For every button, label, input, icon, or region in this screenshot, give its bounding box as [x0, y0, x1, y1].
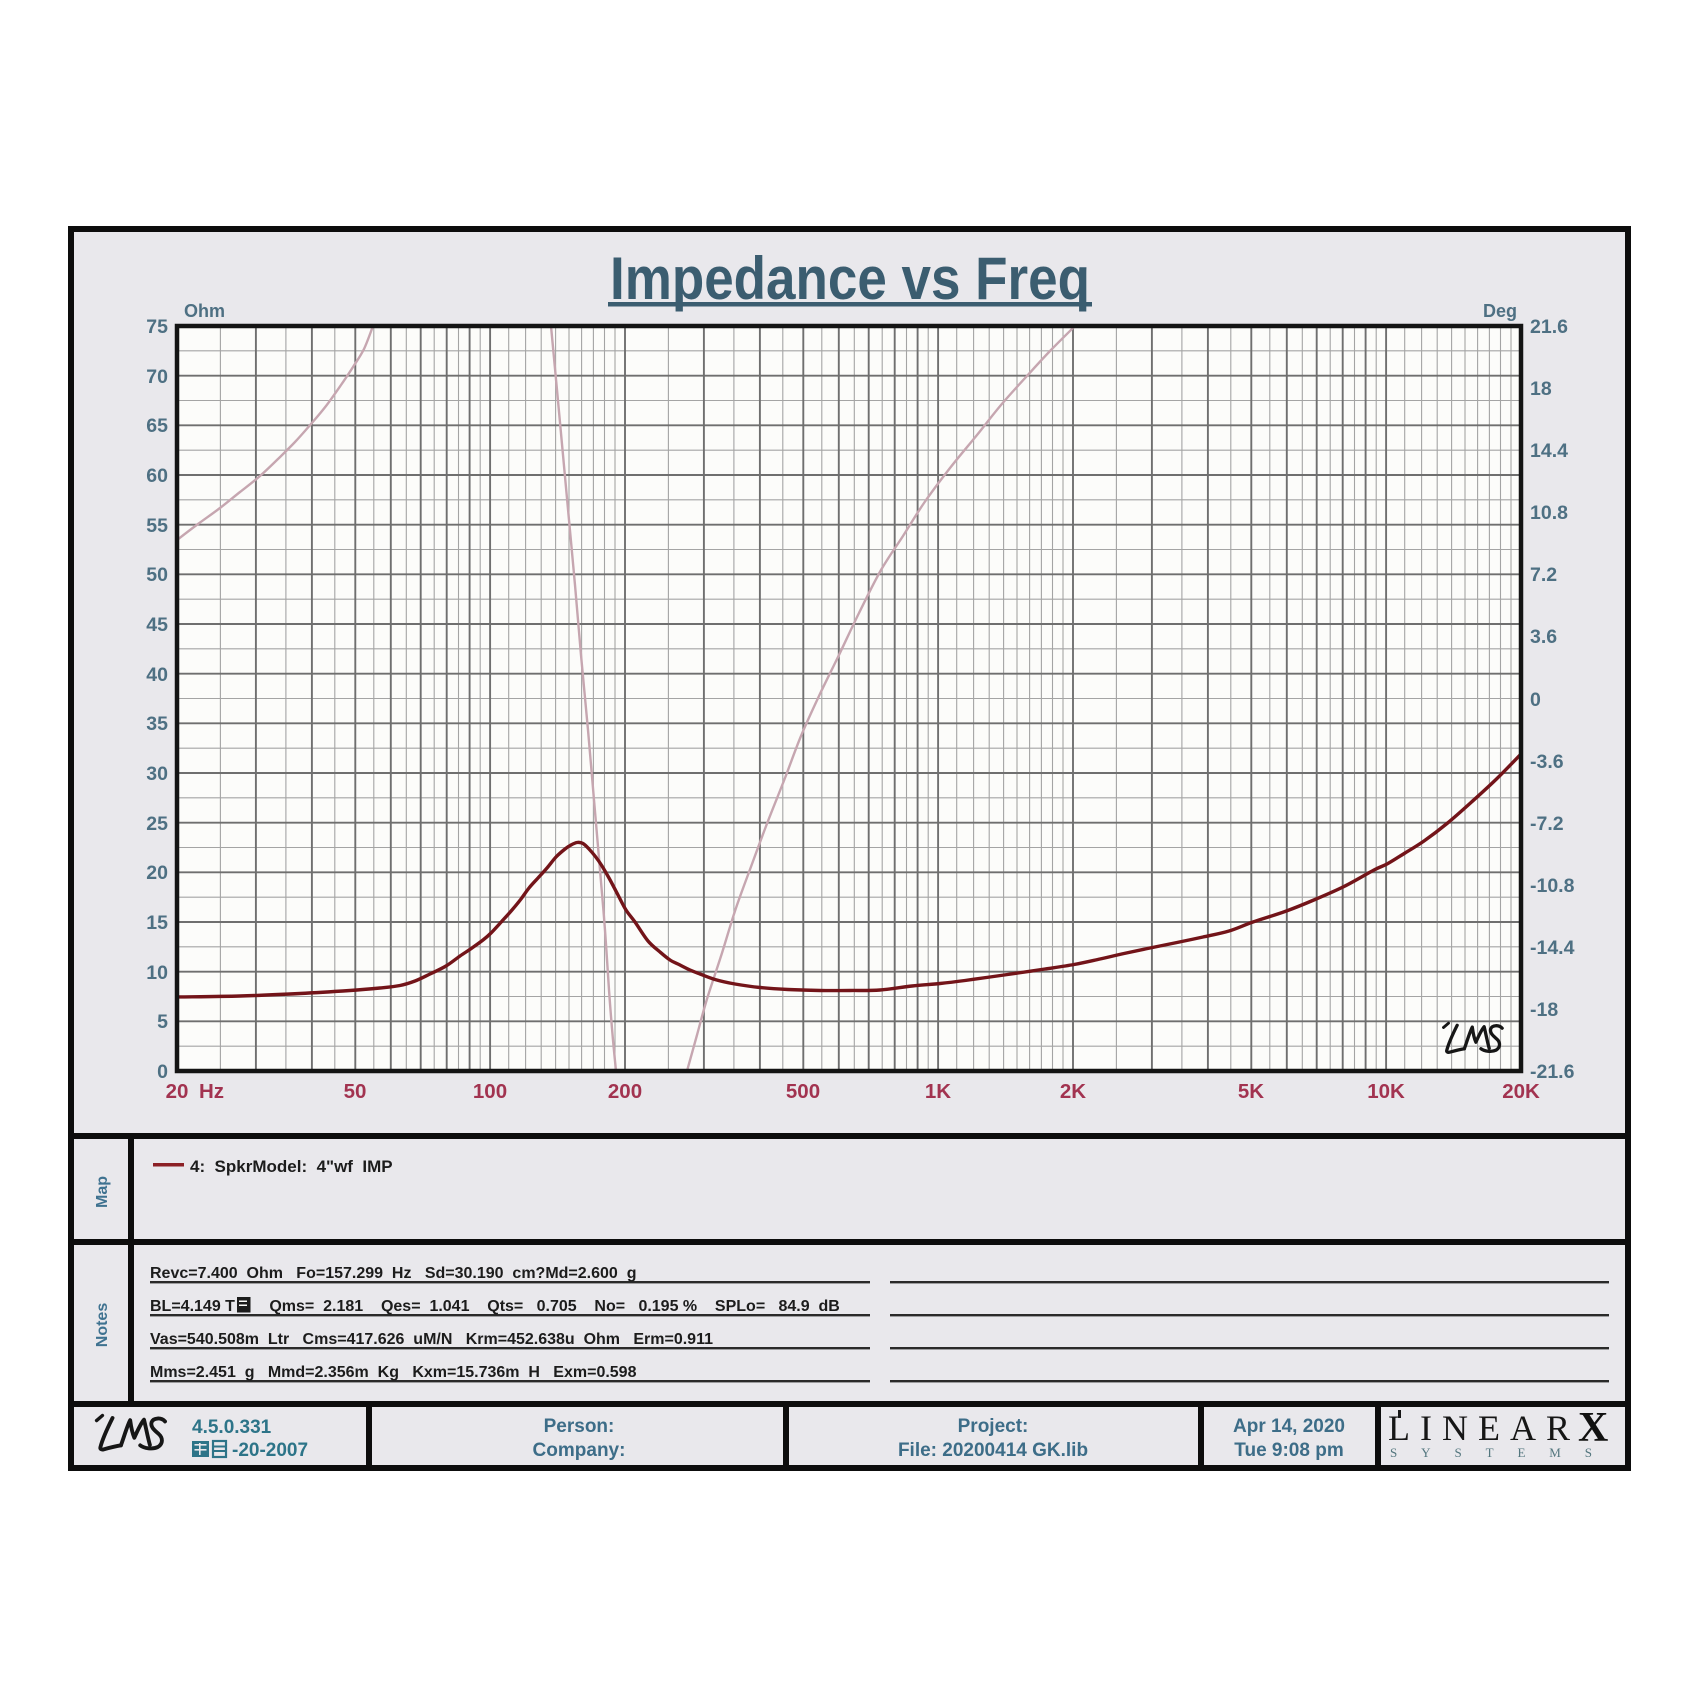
svg-text:File: 20200414 GK.lib: File: 20200414 GK.lib [898, 1440, 1088, 1461]
svg-text:Notes: Notes [94, 1303, 111, 1348]
svg-text:0: 0 [157, 1061, 168, 1083]
svg-text:18: 18 [1530, 378, 1552, 400]
svg-text:10.8: 10.8 [1530, 502, 1568, 524]
svg-text:Mms=2.451 g Mmd=2.356m Kg: Mms=2.451 g Mmd=2.356m Kg Kxm=15.736m H … [150, 1364, 637, 1381]
svg-text:Company:: Company: [533, 1440, 626, 1461]
svg-text:-18: -18 [1530, 999, 1558, 1021]
svg-text:-20-2007: -20-2007 [232, 1440, 308, 1461]
svg-text:35: 35 [146, 713, 168, 735]
svg-text:Revc=7.400 Ohm Fo=157.299: Revc=7.400 Ohm Fo=157.299 Hz Sd=30.190 c… [150, 1265, 636, 1282]
svg-text:10K: 10K [1367, 1080, 1405, 1103]
svg-text:Hz: Hz [199, 1080, 224, 1103]
svg-text:500: 500 [786, 1080, 820, 1103]
svg-text:45: 45 [146, 614, 168, 636]
svg-text:X: X [1578, 1405, 1608, 1451]
svg-text:Tue 9:08 pm: Tue 9:08 pm [1234, 1440, 1343, 1461]
svg-text:-3.6: -3.6 [1530, 751, 1564, 773]
svg-text:0: 0 [1530, 689, 1541, 711]
svg-text:15: 15 [146, 912, 168, 934]
svg-text:20K: 20K [1502, 1080, 1540, 1103]
svg-text:Impedance vs Freq: Impedance vs Freq [610, 245, 1090, 312]
svg-text:Map: Map [94, 1176, 111, 1208]
svg-text:50: 50 [344, 1080, 367, 1103]
svg-text:60: 60 [146, 465, 168, 487]
svg-text:Vas=540.508m Ltr Cms=417.62: Vas=540.508m Ltr Cms=417.626 uM/N Krm=45… [150, 1331, 713, 1348]
svg-text:20: 20 [146, 862, 168, 884]
svg-text:BL=4.149 T: BL=4.149 T [150, 1298, 235, 1315]
svg-text:-10.8: -10.8 [1530, 875, 1575, 897]
svg-text:Qms= 2.181 Qes= 1.041: Qms= 2.181 Qes= 1.041 Qts= 0.705 No= 0.1… [256, 1298, 840, 1315]
svg-text:10: 10 [146, 962, 168, 984]
svg-text:-21.6: -21.6 [1530, 1061, 1575, 1083]
svg-text:40: 40 [146, 664, 168, 686]
svg-text:Deg: Deg [1483, 301, 1517, 321]
svg-text:25: 25 [146, 813, 168, 835]
svg-text:70: 70 [146, 366, 168, 388]
svg-text:50: 50 [146, 564, 168, 586]
svg-text:Ohm: Ohm [184, 301, 225, 321]
svg-text:-7.2: -7.2 [1530, 813, 1564, 835]
svg-text:2K: 2K [1060, 1080, 1086, 1103]
svg-text:200: 200 [608, 1080, 642, 1103]
svg-text:75: 75 [146, 316, 168, 338]
svg-text:14.4: 14.4 [1530, 440, 1568, 462]
svg-text:4.5.0.331: 4.5.0.331 [192, 1417, 272, 1438]
svg-text:1K: 1K [925, 1080, 951, 1103]
svg-text:5: 5 [157, 1011, 168, 1033]
svg-text:3.6: 3.6 [1530, 626, 1557, 648]
svg-text:LINEAR: LINEAR [1388, 1408, 1580, 1448]
svg-text:Person:: Person: [544, 1416, 615, 1437]
svg-text:100: 100 [473, 1080, 507, 1103]
svg-text:Apr 14, 2020: Apr 14, 2020 [1233, 1416, 1345, 1437]
svg-text:SYSTEMS: SYSTEMS [1390, 1445, 1610, 1460]
svg-text:7.2: 7.2 [1530, 564, 1557, 586]
svg-text:21.6: 21.6 [1530, 316, 1568, 338]
svg-text:30: 30 [146, 763, 168, 785]
svg-text:4: SpkrModel: 4"wf IMP: 4: SpkrModel: 4"wf IMP [190, 1157, 393, 1176]
svg-text:65: 65 [146, 415, 168, 437]
svg-text:-14.4: -14.4 [1530, 937, 1575, 959]
svg-text:55: 55 [146, 515, 168, 537]
svg-text:5K: 5K [1238, 1080, 1264, 1103]
svg-text:Project:: Project: [958, 1416, 1029, 1437]
svg-text:20: 20 [166, 1080, 189, 1103]
